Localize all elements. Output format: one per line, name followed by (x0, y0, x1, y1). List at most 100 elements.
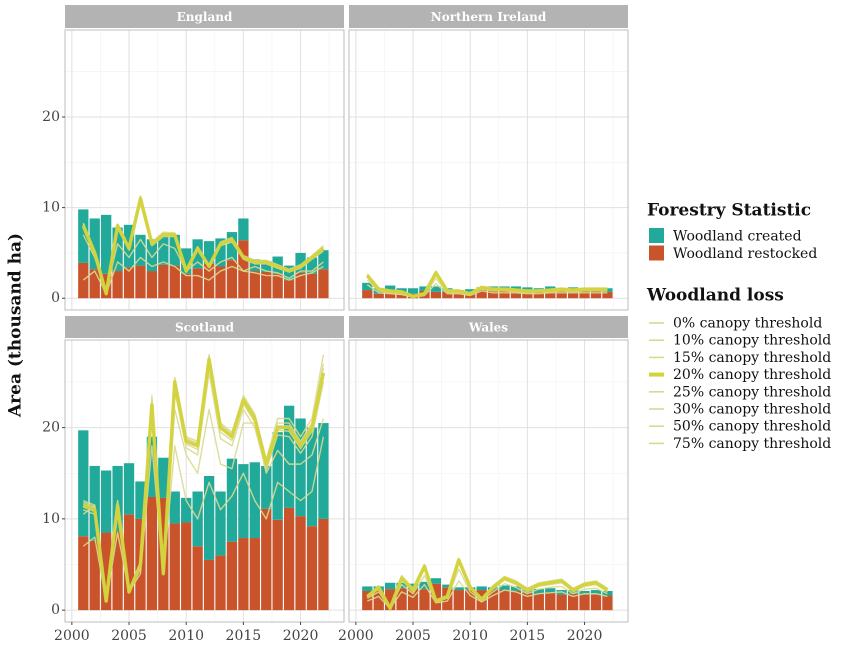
bar (306, 273, 318, 299)
bar (226, 232, 238, 261)
bar (192, 268, 203, 299)
bar (590, 290, 602, 299)
legend-label: 25% canopy threshold (673, 384, 831, 400)
bar (112, 227, 123, 272)
legend-title: Forestry Statistic (647, 201, 811, 221)
legend-label: 30% canopy threshold (673, 402, 831, 418)
x-tick-label: 2010 (452, 628, 488, 644)
loss-line (82, 436, 325, 602)
legend-label: Woodland created (673, 229, 802, 245)
bar (101, 532, 112, 611)
bar (135, 265, 146, 299)
bar (192, 239, 203, 269)
bar (112, 531, 123, 611)
bar (487, 289, 499, 299)
bar (579, 590, 590, 595)
bar (135, 234, 146, 266)
bar (78, 430, 89, 537)
strip (65, 5, 344, 28)
bar (318, 250, 329, 270)
y-tick-label: 10 (42, 200, 60, 216)
bar (499, 290, 510, 299)
bar (181, 497, 192, 523)
bar (203, 475, 215, 560)
panel-background (349, 340, 628, 622)
bar (373, 590, 384, 611)
bar (272, 432, 283, 520)
bar (465, 289, 476, 292)
bar (123, 514, 135, 611)
strip (349, 316, 628, 338)
bar (385, 582, 396, 590)
panel: England (64, 5, 345, 311)
bar (442, 291, 453, 299)
legend-label: 10% canopy threshold (673, 333, 831, 349)
panel-background (349, 30, 628, 310)
bar (158, 264, 169, 299)
bar (123, 267, 135, 299)
bar (135, 481, 146, 519)
bar (101, 470, 112, 533)
bar (261, 465, 272, 509)
bar (226, 260, 238, 299)
y-tick-label: 0 (51, 290, 60, 306)
bar (510, 286, 522, 290)
bar (318, 269, 329, 299)
legend-title: Woodland loss (646, 286, 784, 306)
bar (545, 588, 556, 593)
bar (146, 496, 158, 611)
bar (373, 293, 384, 299)
y-tick-label: 0 (51, 602, 60, 618)
bar (226, 541, 238, 611)
legend-key (649, 245, 664, 261)
bar (101, 214, 112, 274)
bar (112, 465, 123, 532)
x-tick-label: 2020 (567, 628, 603, 644)
loss-line (366, 568, 608, 610)
x-tick-label: 2020 (283, 628, 319, 644)
x-tick-label: 2005 (111, 628, 147, 644)
y-tick-label: 10 (42, 511, 60, 527)
bar (261, 261, 272, 272)
bar (476, 290, 487, 299)
panel-title: Wales (468, 321, 508, 335)
bar (158, 235, 169, 265)
bar (407, 589, 419, 611)
strip (349, 5, 628, 28)
bar (78, 262, 89, 299)
bar (430, 286, 442, 292)
bar (249, 538, 260, 611)
legend-label: 50% canopy threshold (673, 419, 831, 435)
x-tick-label: 2010 (168, 628, 204, 644)
bar (295, 252, 306, 273)
bar (283, 405, 295, 508)
strip (65, 316, 344, 338)
bar (453, 292, 464, 299)
bar (249, 259, 260, 272)
bar (89, 465, 100, 541)
panel: Northern Ireland (348, 5, 629, 311)
bar (419, 589, 430, 611)
loss-line (365, 271, 608, 299)
bar (283, 507, 295, 611)
bar (295, 418, 306, 517)
bar (89, 218, 100, 270)
bar (112, 271, 123, 299)
bar (385, 589, 396, 611)
x-tick-label: 2015 (226, 628, 262, 644)
bar (203, 263, 215, 299)
legend-label: 0% canopy threshold (673, 316, 822, 332)
bar (442, 584, 453, 588)
bar (123, 463, 135, 515)
bar (510, 586, 522, 591)
bar (283, 265, 295, 281)
bar (430, 291, 442, 299)
bar (215, 555, 226, 611)
bar (556, 290, 567, 299)
bar (385, 291, 396, 299)
bar (602, 291, 613, 299)
bar (181, 522, 192, 611)
bar (169, 234, 180, 266)
x-tick-label: 2005 (395, 628, 431, 644)
